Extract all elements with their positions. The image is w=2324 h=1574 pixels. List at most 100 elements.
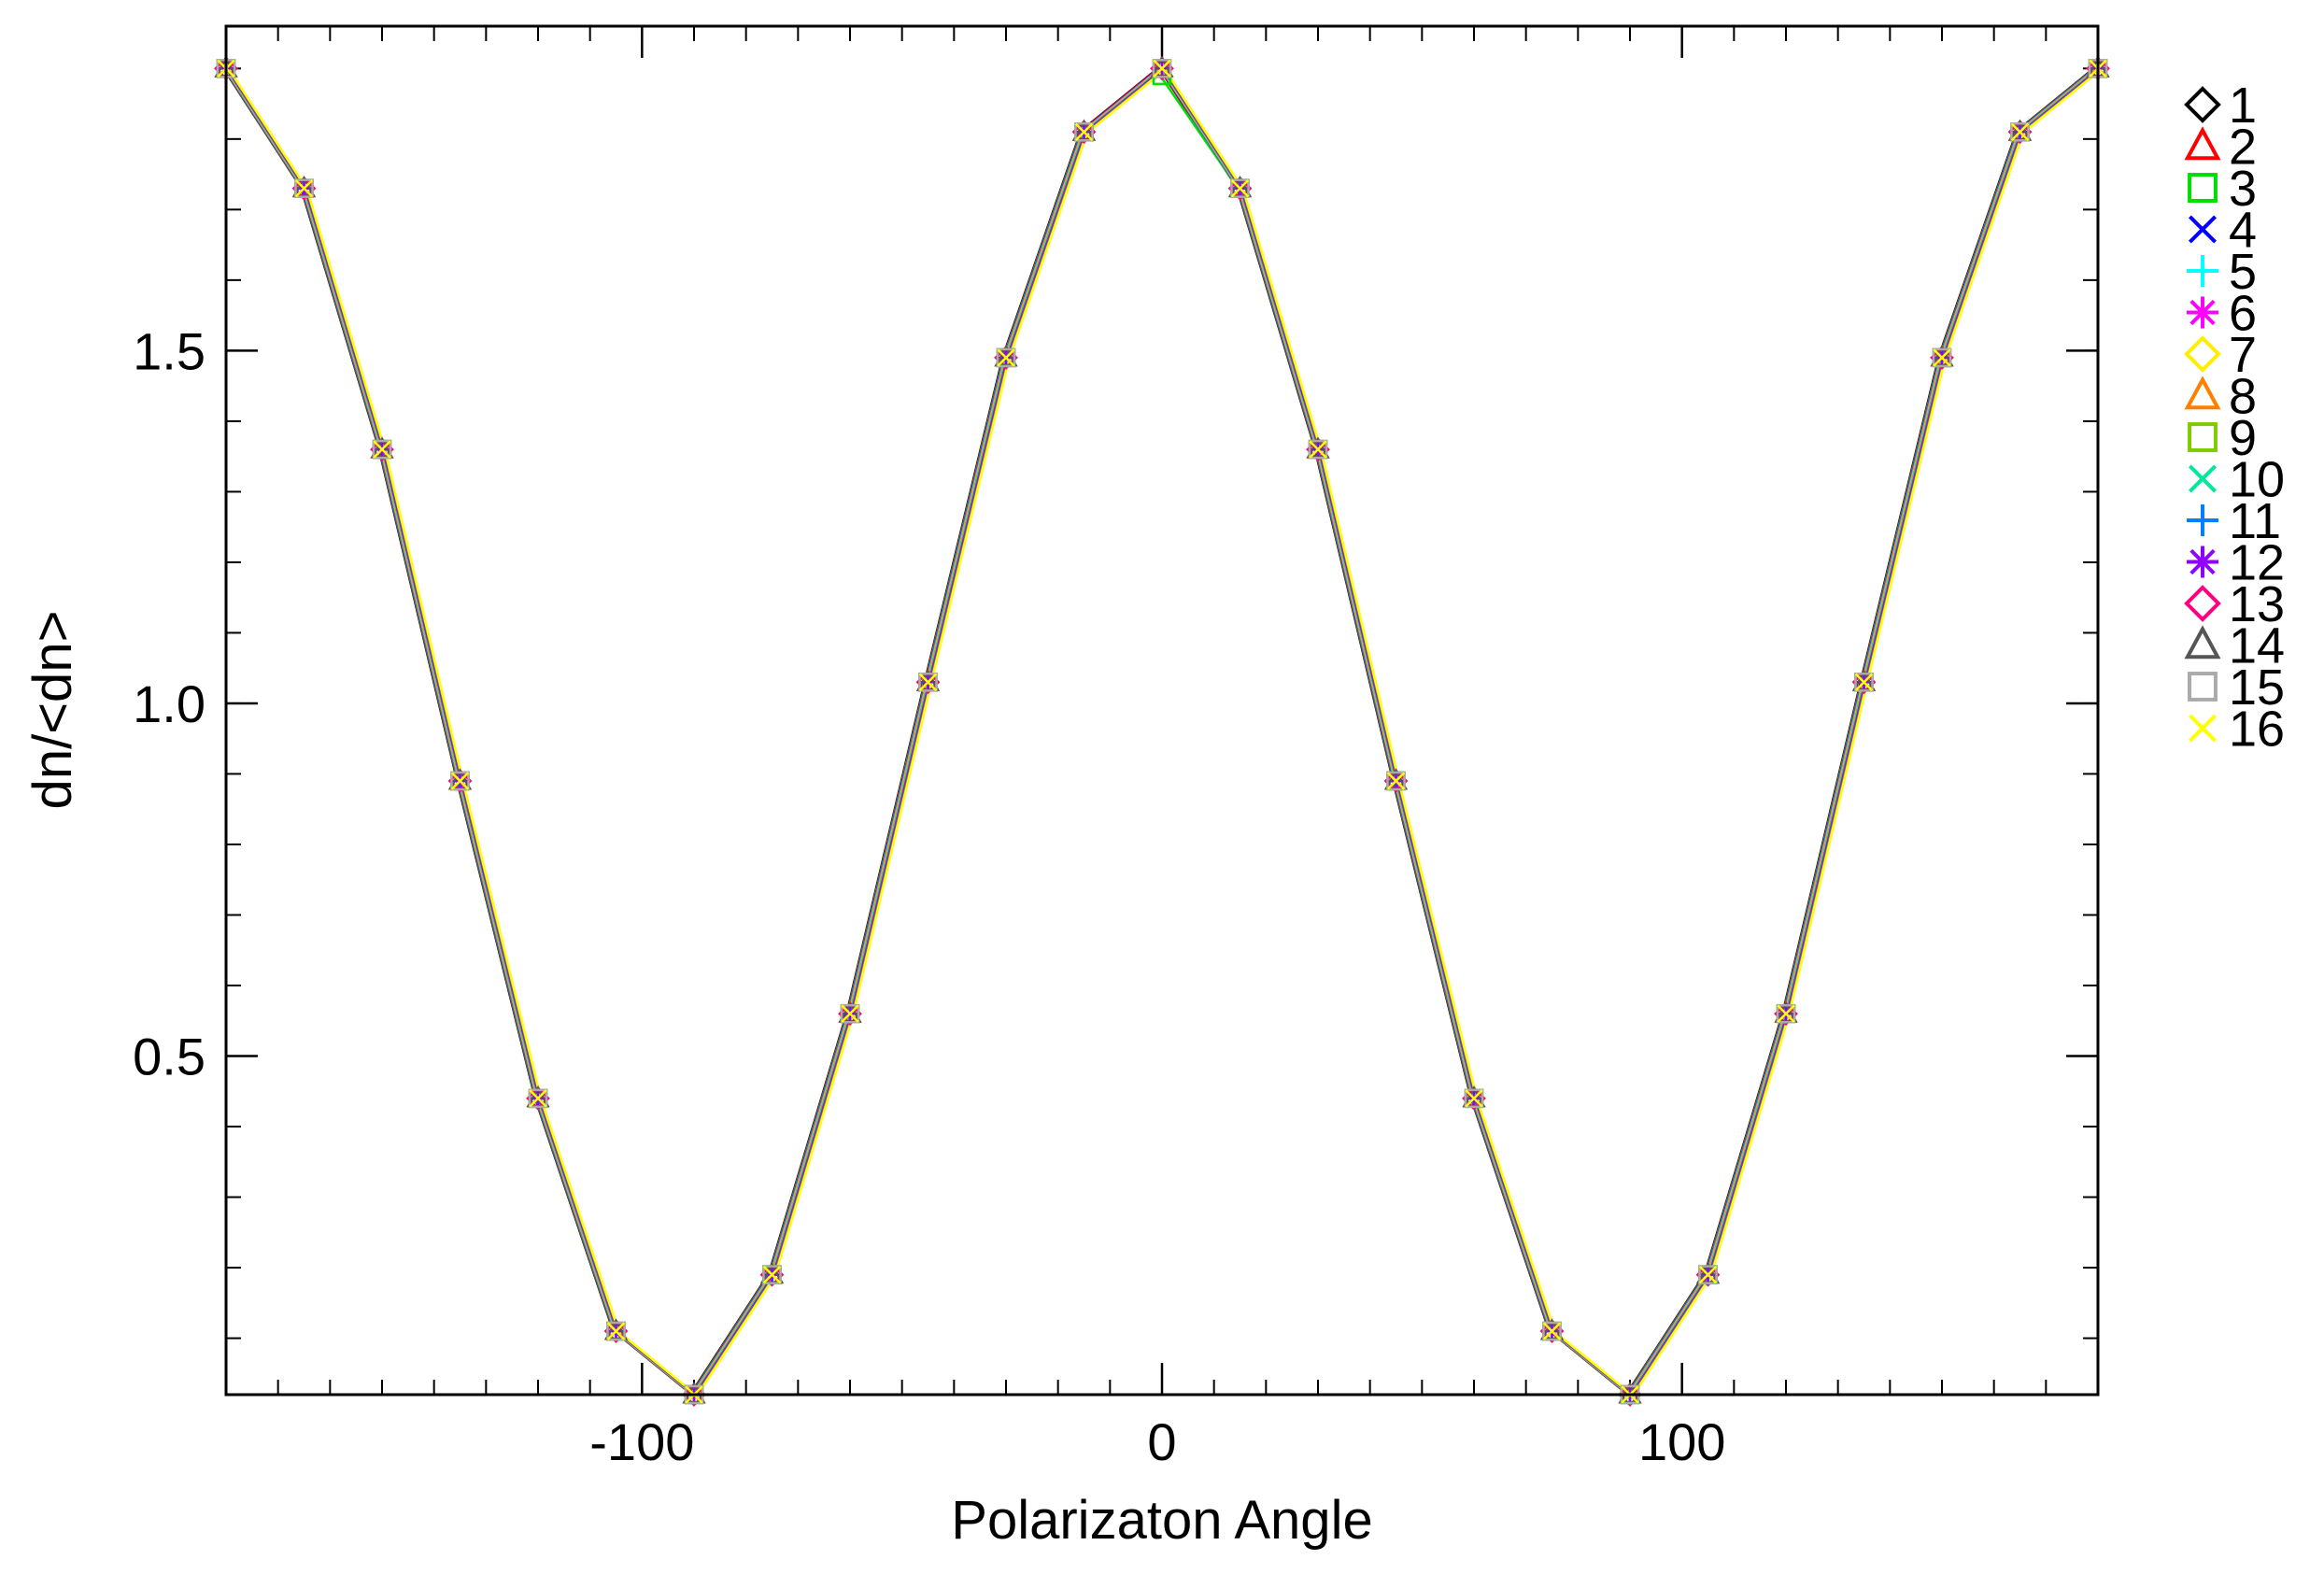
series-points-5 [216, 58, 2108, 1405]
y-tick-label: 1.5 [133, 321, 205, 380]
series-line-10 [225, 66, 2100, 1397]
x-tick-labels: -100 0 100 [589, 1412, 1725, 1471]
data-point [1854, 673, 1874, 692]
data-point [1465, 1089, 1483, 1108]
series-points-7 [214, 56, 2110, 1407]
series-line-11 [226, 66, 2100, 1397]
data-point [840, 1003, 860, 1024]
series-points-10 [217, 59, 2107, 1404]
data-point [759, 1262, 785, 1287]
data-point [447, 769, 473, 793]
data-point [529, 1089, 547, 1108]
data-point [1462, 1086, 1486, 1111]
legend-marker-plus [2187, 255, 2218, 287]
data-point [1695, 1262, 1721, 1287]
data-point [291, 176, 317, 201]
series-line-9 [225, 66, 2100, 1397]
data-point [294, 179, 314, 198]
series-line-7 [224, 66, 2099, 1397]
y-axis-title: dn/<dn> [22, 611, 83, 810]
series-line-2 [222, 65, 2096, 1396]
data-point [762, 1265, 782, 1284]
data-point [1933, 348, 1951, 367]
series-lines [221, 65, 2103, 1397]
data-point [1542, 1321, 1562, 1341]
data-point [1618, 1383, 1642, 1407]
data-point [606, 1321, 626, 1341]
legend-label: 16 [2229, 702, 2285, 758]
series-points-4 [217, 59, 2107, 1404]
data-point [1698, 1265, 1718, 1284]
legend-item-3: 3 [2188, 161, 2257, 217]
data-point [1152, 59, 1172, 78]
legend-item-10: 10 [2188, 452, 2285, 508]
data-point [2010, 122, 2030, 142]
series-markers [214, 55, 2110, 1407]
legend-label: 6 [2229, 286, 2257, 342]
legend-marker-x [2188, 714, 2218, 743]
data-point [1930, 346, 1954, 370]
legend-item-13: 13 [2184, 576, 2285, 632]
series-line-5 [223, 65, 2098, 1397]
data-point [294, 178, 314, 198]
legend-item-15: 15 [2188, 659, 2285, 716]
data-point [1777, 1004, 1795, 1023]
data-point [1698, 1265, 1718, 1284]
legend-label: 9 [2229, 410, 2257, 466]
data-point [1309, 440, 1327, 459]
x-tick-label: 100 [1638, 1412, 1725, 1471]
data-point [526, 1086, 550, 1111]
legend-item-8: 8 [2184, 369, 2257, 425]
legend-item-7: 7 [2184, 327, 2257, 383]
legend-label: 1 [2229, 78, 2257, 134]
data-point [1074, 122, 1094, 142]
legend-item-14: 14 [2184, 618, 2285, 674]
series-points-8 [214, 55, 2110, 1404]
data-point [603, 1319, 629, 1343]
series-points-9 [216, 59, 2108, 1405]
legend-label: 10 [2229, 452, 2285, 508]
data-point [1074, 122, 1094, 141]
data-point [450, 772, 470, 790]
legend-label: 13 [2229, 576, 2285, 632]
minor-ticks [225, 26, 2099, 1395]
series-line-16 [228, 67, 2103, 1397]
legend-item-5: 5 [2187, 244, 2257, 300]
data-point [1851, 670, 1877, 695]
data-point [1153, 59, 1171, 78]
legend-marker-diamond [2184, 86, 2221, 123]
data-point [1230, 179, 1250, 198]
data-point [372, 439, 392, 460]
legend-item-11: 11 [2187, 493, 2281, 549]
data-point [838, 1001, 862, 1026]
legend-item-6: 6 [2187, 286, 2257, 342]
legend-marker-triangle [2184, 126, 2221, 161]
data-point [1386, 771, 1406, 791]
data-point [1774, 1001, 1798, 1026]
legend-marker-square [2188, 173, 2218, 203]
series-points-6 [216, 58, 2108, 1405]
legend-item-1: 1 [2184, 78, 2257, 134]
data-point [915, 670, 941, 695]
data-point [1386, 772, 1406, 790]
series-points-2 [214, 55, 2110, 1404]
legend-item-2: 2 [2184, 120, 2257, 176]
data-point [1306, 437, 1330, 461]
data-point [2007, 120, 2033, 145]
data-point [841, 1004, 859, 1023]
legend-item-9: 9 [2188, 410, 2257, 466]
major-ticks [226, 26, 2098, 1395]
data-point [1932, 347, 1952, 368]
legend-label: 8 [2229, 369, 2257, 425]
legend-marker-diamond [2184, 585, 2221, 622]
y-tick-label: 0.5 [133, 1028, 205, 1086]
legend-marker-diamond [2184, 335, 2221, 373]
series-points-14 [214, 55, 2110, 1404]
data-point [1464, 1088, 1484, 1109]
series-line-3 [222, 66, 2097, 1397]
data-point [1227, 176, 1253, 201]
data-point [918, 673, 938, 691]
y-tick-label: 1.0 [133, 674, 205, 733]
legend-label: 5 [2229, 244, 2257, 300]
